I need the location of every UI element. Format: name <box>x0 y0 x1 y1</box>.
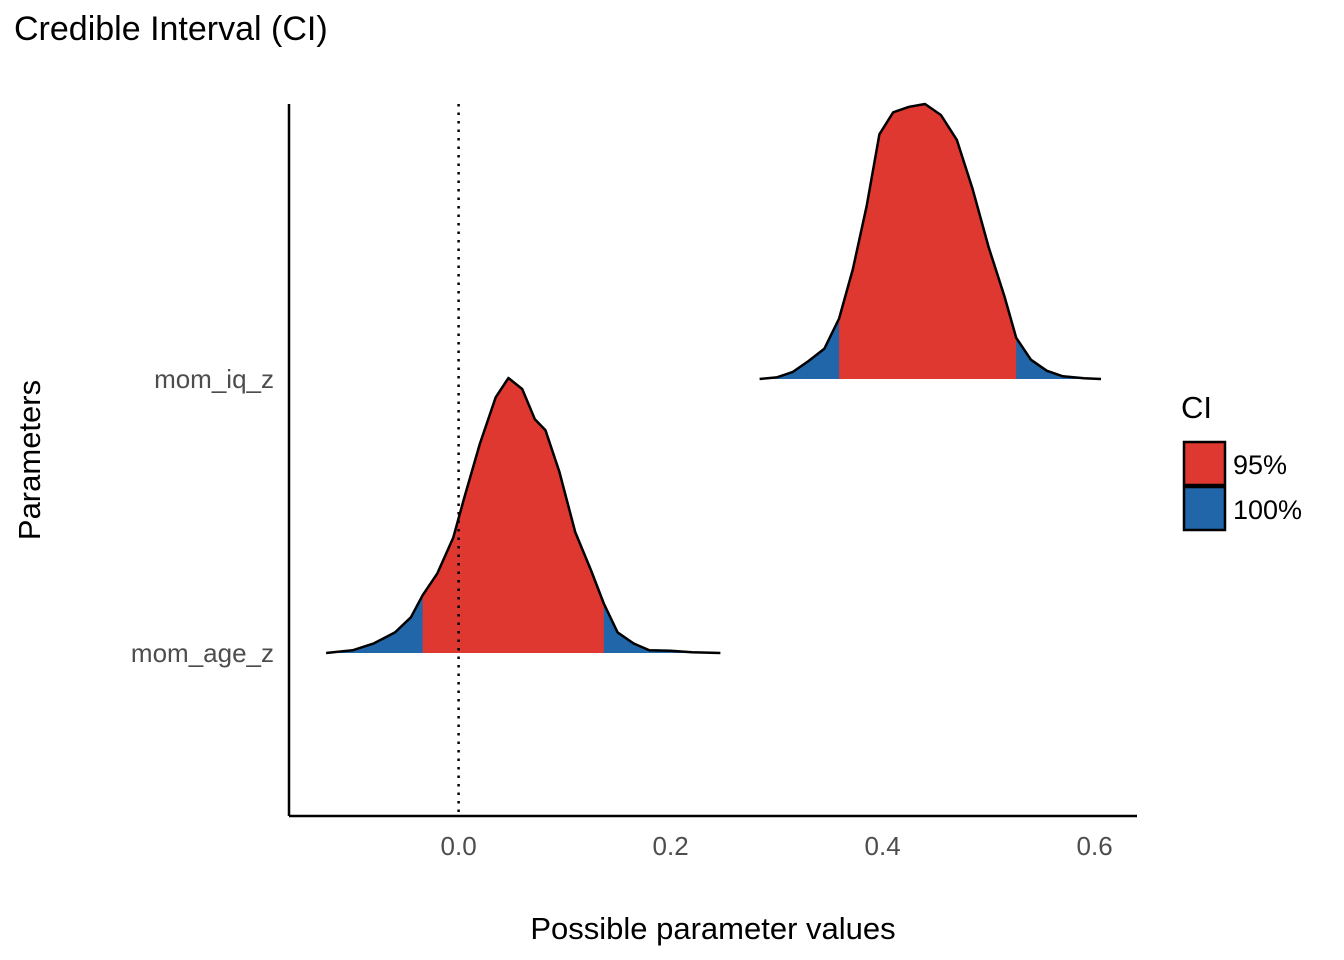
density-layer <box>325 102 1102 655</box>
legend-key <box>1182 485 1227 532</box>
x-axis-ticks: 0.0 0.2 0.4 0.6 <box>441 831 1113 861</box>
density-outline <box>325 376 721 655</box>
y-tick-label: mom_age_z <box>131 638 274 668</box>
y-tick-label: mom_iq_z <box>154 364 274 394</box>
density-outline <box>759 102 1102 381</box>
legend-title: CI <box>1181 390 1212 425</box>
chart-title: Credible Interval (CI) <box>14 10 328 48</box>
density-mom-iq-z <box>759 102 1102 381</box>
density-mom-age-z <box>325 376 721 655</box>
legend-label: 95% <box>1233 450 1287 480</box>
legend-label: 100% <box>1233 495 1302 525</box>
y-axis-ticks: mom_age_z mom_iq_z <box>131 364 274 668</box>
y-axis-title: Parameters <box>12 380 47 540</box>
ci-95-area <box>839 104 1017 379</box>
x-axis-title: Possible parameter values <box>530 911 895 946</box>
legend-key <box>1182 440 1227 487</box>
x-tick-label: 0.2 <box>653 831 689 861</box>
x-tick-label: 0.0 <box>441 831 477 861</box>
ci-95-area <box>422 378 604 653</box>
x-tick-label: 0.4 <box>865 831 901 861</box>
x-tick-label: 0.6 <box>1077 831 1113 861</box>
legend: CI 95% 100% <box>1181 390 1302 532</box>
